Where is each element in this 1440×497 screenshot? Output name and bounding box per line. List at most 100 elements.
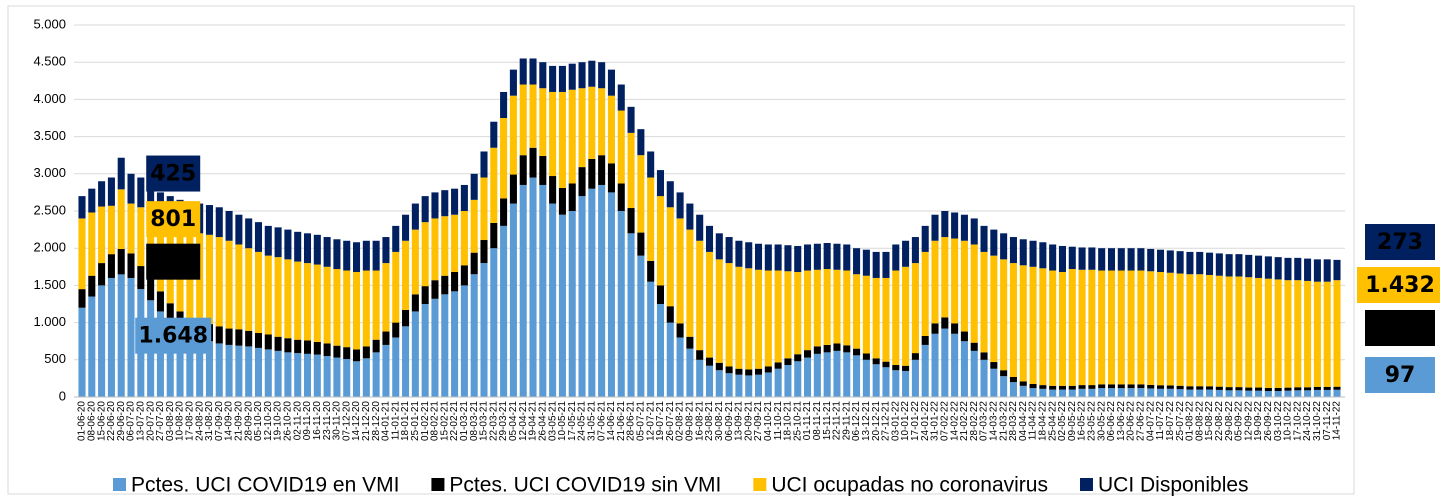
x-tick-label: 21-02-22 <box>959 401 970 441</box>
bar-segment <box>970 218 978 245</box>
bar-segment <box>500 225 508 397</box>
bar-segment <box>980 251 988 353</box>
x-tick-label: 24-10-22 <box>1302 401 1313 441</box>
bar-segment <box>1166 272 1174 386</box>
x-tick-label: 30-05-22 <box>1096 401 1107 441</box>
bar-segment <box>1009 376 1017 383</box>
bar-segment <box>1147 248 1155 272</box>
bar-segment <box>725 237 733 264</box>
bar-segment <box>1274 279 1282 388</box>
bar-segment <box>862 249 870 276</box>
x-tick-label: 01-02-21 <box>420 401 431 441</box>
y-tick-label: 0 <box>59 388 66 403</box>
bar-segment <box>686 336 694 349</box>
bar-segment <box>1196 251 1204 275</box>
x-tick-label: 08-02-21 <box>430 401 441 441</box>
bar-segment <box>392 337 400 397</box>
bar-segment <box>1049 244 1057 271</box>
bar-segment <box>627 106 635 133</box>
bar-segment <box>1137 270 1145 385</box>
bar-segment <box>853 355 861 397</box>
bar-segment <box>1176 385 1184 390</box>
bar-segment <box>421 196 429 223</box>
bar-segment <box>921 251 929 336</box>
bar-segment <box>1137 388 1145 397</box>
x-tick-label: 04-07-22 <box>1145 401 1156 441</box>
bar-segment <box>1294 280 1302 388</box>
y-tick-label: 1.500 <box>33 277 66 292</box>
bar-segment <box>235 244 243 330</box>
x-tick-label: 22-08-22 <box>1214 401 1225 441</box>
x-tick-label: 28-06-21 <box>626 401 637 441</box>
bar-segment <box>980 352 988 360</box>
bar-segment <box>1137 248 1145 271</box>
x-tick-label: 17-01-22 <box>910 401 921 441</box>
bar-segment <box>843 244 851 271</box>
bar-segment <box>1107 384 1116 389</box>
bar-segment <box>323 343 331 357</box>
bar-segment <box>784 271 792 359</box>
x-tick-label: 14-03-22 <box>988 401 999 441</box>
bar-segment <box>333 269 341 346</box>
bar-segment <box>931 240 939 324</box>
bar-segment <box>166 303 174 323</box>
bar-segment <box>78 218 86 290</box>
legend-swatch <box>1079 478 1093 491</box>
x-tick-label: 26-07-21 <box>665 401 676 441</box>
bar-segment <box>539 88 547 156</box>
bar-segment <box>902 365 910 371</box>
legend-swatch <box>431 478 445 491</box>
data-label: 425 <box>146 155 201 192</box>
bar-segment <box>1264 278 1272 388</box>
bar-segment <box>529 177 537 397</box>
bar-segment <box>392 251 400 323</box>
bar-segment <box>1235 276 1243 388</box>
bar-segment <box>98 181 106 207</box>
bar-segment <box>911 263 919 354</box>
x-tick-label: 13-06-22 <box>1116 401 1127 441</box>
x-tick-label: 01-08-22 <box>1185 401 1196 441</box>
bar-segment <box>941 328 949 397</box>
bar-segment <box>137 177 145 208</box>
bar-segment <box>549 203 557 397</box>
bar-segment <box>107 254 115 278</box>
bar-segment <box>353 361 361 397</box>
legend-swatch <box>753 478 767 491</box>
bar-segment <box>578 62 586 89</box>
x-tick-label: 03-01-22 <box>890 401 901 441</box>
bar-segment <box>539 184 547 397</box>
bar-segment <box>568 63 576 90</box>
y-tick-label: 4.500 <box>33 54 66 69</box>
bar-segment <box>1294 387 1302 391</box>
bar-segment <box>1274 387 1282 392</box>
x-tick-label: 18-10-21 <box>783 401 794 441</box>
bar-segment <box>88 296 96 397</box>
bar-segment <box>588 188 596 397</box>
legend-swatch <box>113 478 126 491</box>
bar-segment <box>500 198 508 226</box>
bar-segment <box>1313 389 1321 397</box>
x-tick-label: 14-11-22 <box>1332 401 1343 441</box>
bar-segment <box>490 147 498 223</box>
bar-segment <box>745 268 753 370</box>
bar-segment <box>362 358 370 397</box>
data-label: 1.432 <box>1357 267 1440 303</box>
bar-segment <box>303 340 312 354</box>
bar-segment <box>362 346 370 359</box>
bar-segment <box>362 240 370 271</box>
bar-segment <box>147 278 155 301</box>
bar-segment <box>529 147 537 178</box>
bar-segment <box>539 62 547 89</box>
bars <box>78 58 1341 397</box>
bar-segment <box>480 263 488 397</box>
bar-segment <box>509 69 517 96</box>
legend-label: UCI ocupadas no coronavirus <box>771 474 1048 497</box>
bar-segment <box>960 331 968 342</box>
bar-segment <box>813 243 821 270</box>
bar-segment <box>529 58 537 85</box>
bar-segment <box>313 354 321 397</box>
x-tick-label: 24-05-21 <box>577 401 588 441</box>
bar-segment <box>754 243 763 270</box>
bar-segment <box>715 362 723 371</box>
bar-segment <box>647 151 655 178</box>
